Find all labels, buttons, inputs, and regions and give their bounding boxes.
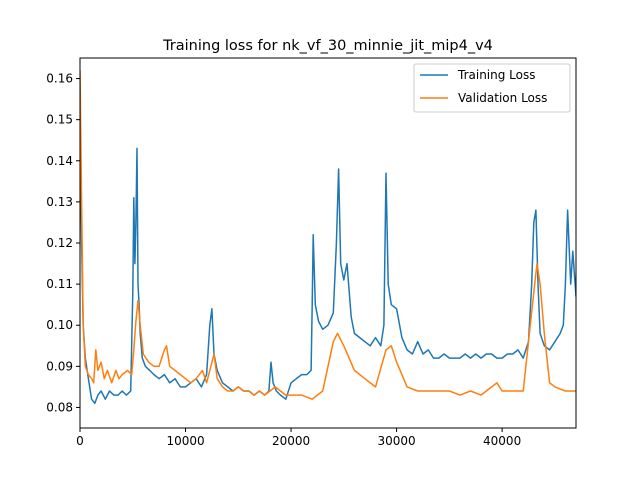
x-tick-label: 0 [76, 434, 84, 448]
y-tick-label: 0.16 [46, 72, 73, 86]
x-tick-label: 10000 [166, 434, 204, 448]
series-line-0 [80, 119, 576, 405]
y-tick-label: 0.10 [46, 318, 73, 332]
x-tick-label: 20000 [272, 434, 310, 448]
y-tick-label: 0.14 [46, 154, 73, 168]
y-tick-label: 0.15 [46, 113, 73, 127]
legend-label-validation: Validation Loss [458, 91, 547, 105]
series-line-1 [80, 70, 576, 400]
y-tick-label: 0.13 [46, 195, 73, 209]
legend-label-training: Training Loss [457, 68, 535, 82]
y-tick-label: 0.11 [46, 277, 73, 291]
legend: Training Loss Validation Loss [413, 63, 571, 113]
chart-title: Training loss for nk_vf_30_minnie_jit_mi… [162, 38, 493, 54]
legend-box [413, 63, 571, 113]
y-tick-label: 0.09 [46, 359, 73, 373]
y-tick-label: 0.08 [46, 400, 73, 414]
axes-layer: 0 10000 20000 30000 40000 0.08 0.09 0.10 0.11 0.1… [46, 57, 577, 448]
y-tick-label: 0.12 [46, 236, 73, 250]
series-layer [80, 70, 576, 405]
x-tick-label: 30000 [378, 434, 416, 448]
x-tick-label: 40000 [483, 434, 521, 448]
